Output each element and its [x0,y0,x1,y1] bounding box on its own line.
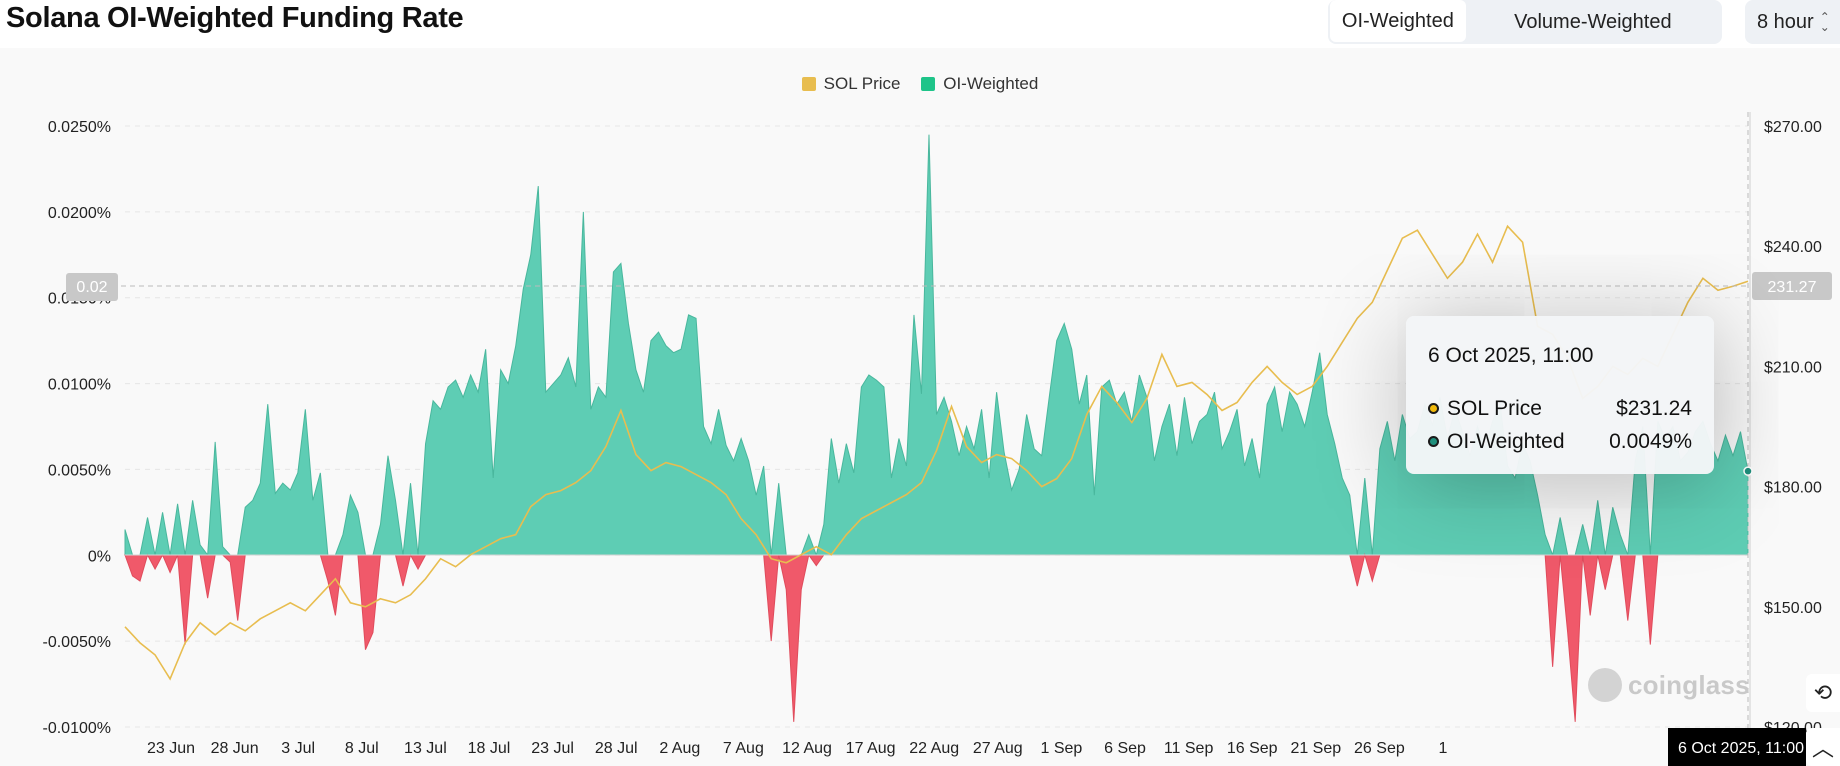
x-tick-label: 13 Jul [404,740,447,757]
x-tick-label: 1 [1439,740,1448,757]
x-tick-label: 23 Jul [531,740,574,757]
legend-item-oi-weighted[interactable]: OI-Weighted [921,74,1038,94]
y-right-tick-label: $270.00 [1764,119,1822,136]
tooltip-dot-oi-weighted [1428,436,1439,447]
x-tick-label: 23 Jun [147,740,195,757]
chart-tooltip: 6 Oct 2025, 11:00 SOL Price $231.24 OI-W… [1406,316,1714,474]
legend-swatch-sol-price [801,77,816,91]
history-icon[interactable]: ⟲ [1806,674,1840,712]
crosshair-y-label-bg [66,273,118,301]
y-left-tick-label: 0.0100% [48,377,111,394]
tab-oi-weighted[interactable]: OI-Weighted [1330,0,1466,42]
x-tick-label: 12 Aug [782,740,832,757]
y-right-tick-label: $240.00 [1764,239,1822,256]
page-title: Solana OI-Weighted Funding Rate [6,2,464,34]
x-tick-label: 6 Sep [1104,740,1146,757]
x-tick-label: 16 Sep [1227,740,1278,757]
tooltip-date: 6 Oct 2025, 11:00 [1428,344,1594,367]
x-tick-label: 22 Aug [909,740,959,757]
x-tick-label: 2 Aug [659,740,700,757]
tooltip-value: $231.24 [1616,396,1692,420]
x-tick-label: 1 Sep [1040,740,1082,757]
tooltip-dot-sol-price [1428,403,1439,414]
tooltip-name: SOL Price [1447,396,1542,420]
interval-select[interactable]: 8 hour ⌃ ⌄ [1745,0,1840,44]
coinglass-logo-icon [1588,668,1622,702]
chevron-up-icon[interactable]: ︿ [1806,728,1840,766]
y-right-tick-label: $180.00 [1764,480,1822,497]
crosshair-price-label-bg [1752,272,1832,300]
x-tick-label: 7 Aug [723,740,764,757]
tooltip-row-sol-price: SOL Price $231.24 [1428,392,1692,425]
crosshair-price-label: 231.27 [1768,279,1817,296]
legend-label-oi-weighted: OI-Weighted [943,74,1039,93]
x-tick-label: 3 Jul [281,740,315,757]
sol-price-line [124,224,1749,681]
legend-swatch-oi-weighted [921,77,936,91]
y-left-tick-label: 0.0200% [48,205,111,222]
x-tick-label: 28 Jul [595,740,638,757]
tab-volume-weighted[interactable]: Volume-Weighted [1514,10,1672,33]
tooltip-value: 0.0049% [1609,429,1692,453]
crosshair-x-label: 6 Oct 2025, 11:00 [1678,740,1804,757]
chevron-updown-icon: ⌃ ⌄ [1819,10,1830,34]
crosshair-point-oi [1743,466,1753,476]
y-left-tick-label: -0.0050% [43,634,112,651]
y-right-tick-label: $210.00 [1764,359,1822,376]
x-tick-label: 17 Aug [846,740,896,757]
y-left-tick-label: 0% [88,548,111,565]
tooltip-name: OI-Weighted [1447,429,1565,453]
x-tick-label: 18 Jul [468,740,511,757]
oi-weighted-negative-area [124,553,1748,722]
x-tick-label: 28 Jun [211,740,259,757]
x-tick-label: 27 Aug [973,740,1023,757]
weighting-toggle: OI-Weighted Volume-Weighted [1328,0,1722,44]
watermark-text: coinglass [1628,669,1750,700]
legend-label-sol-price: SOL Price [823,74,901,93]
interval-value: 8 hour [1757,10,1814,33]
tooltip-row-oi-weighted: OI-Weighted 0.0049% [1428,425,1692,458]
x-tick-label: 21 Sep [1290,740,1341,757]
crosshair-x-label-bg [1668,728,1806,766]
y-left-tick-label: -0.0100% [43,720,112,737]
x-tick-label: 8 Jul [345,740,379,757]
y-right-tick-label: $150.00 [1764,600,1822,617]
coinglass-watermark: coinglass [1588,668,1750,702]
x-tick-label: 11 Sep [1164,740,1214,757]
crosshair-y-label: 0.02 [76,279,107,296]
y-left-tick-label: 0.0250% [48,119,111,136]
legend-item-sol-price[interactable]: SOL Price [801,74,901,94]
y-left-tick-label: 0.0050% [48,462,111,479]
x-tick-label: 26 Sep [1354,740,1405,757]
chart-legend: SOL Price OI-Weighted [0,74,1840,96]
